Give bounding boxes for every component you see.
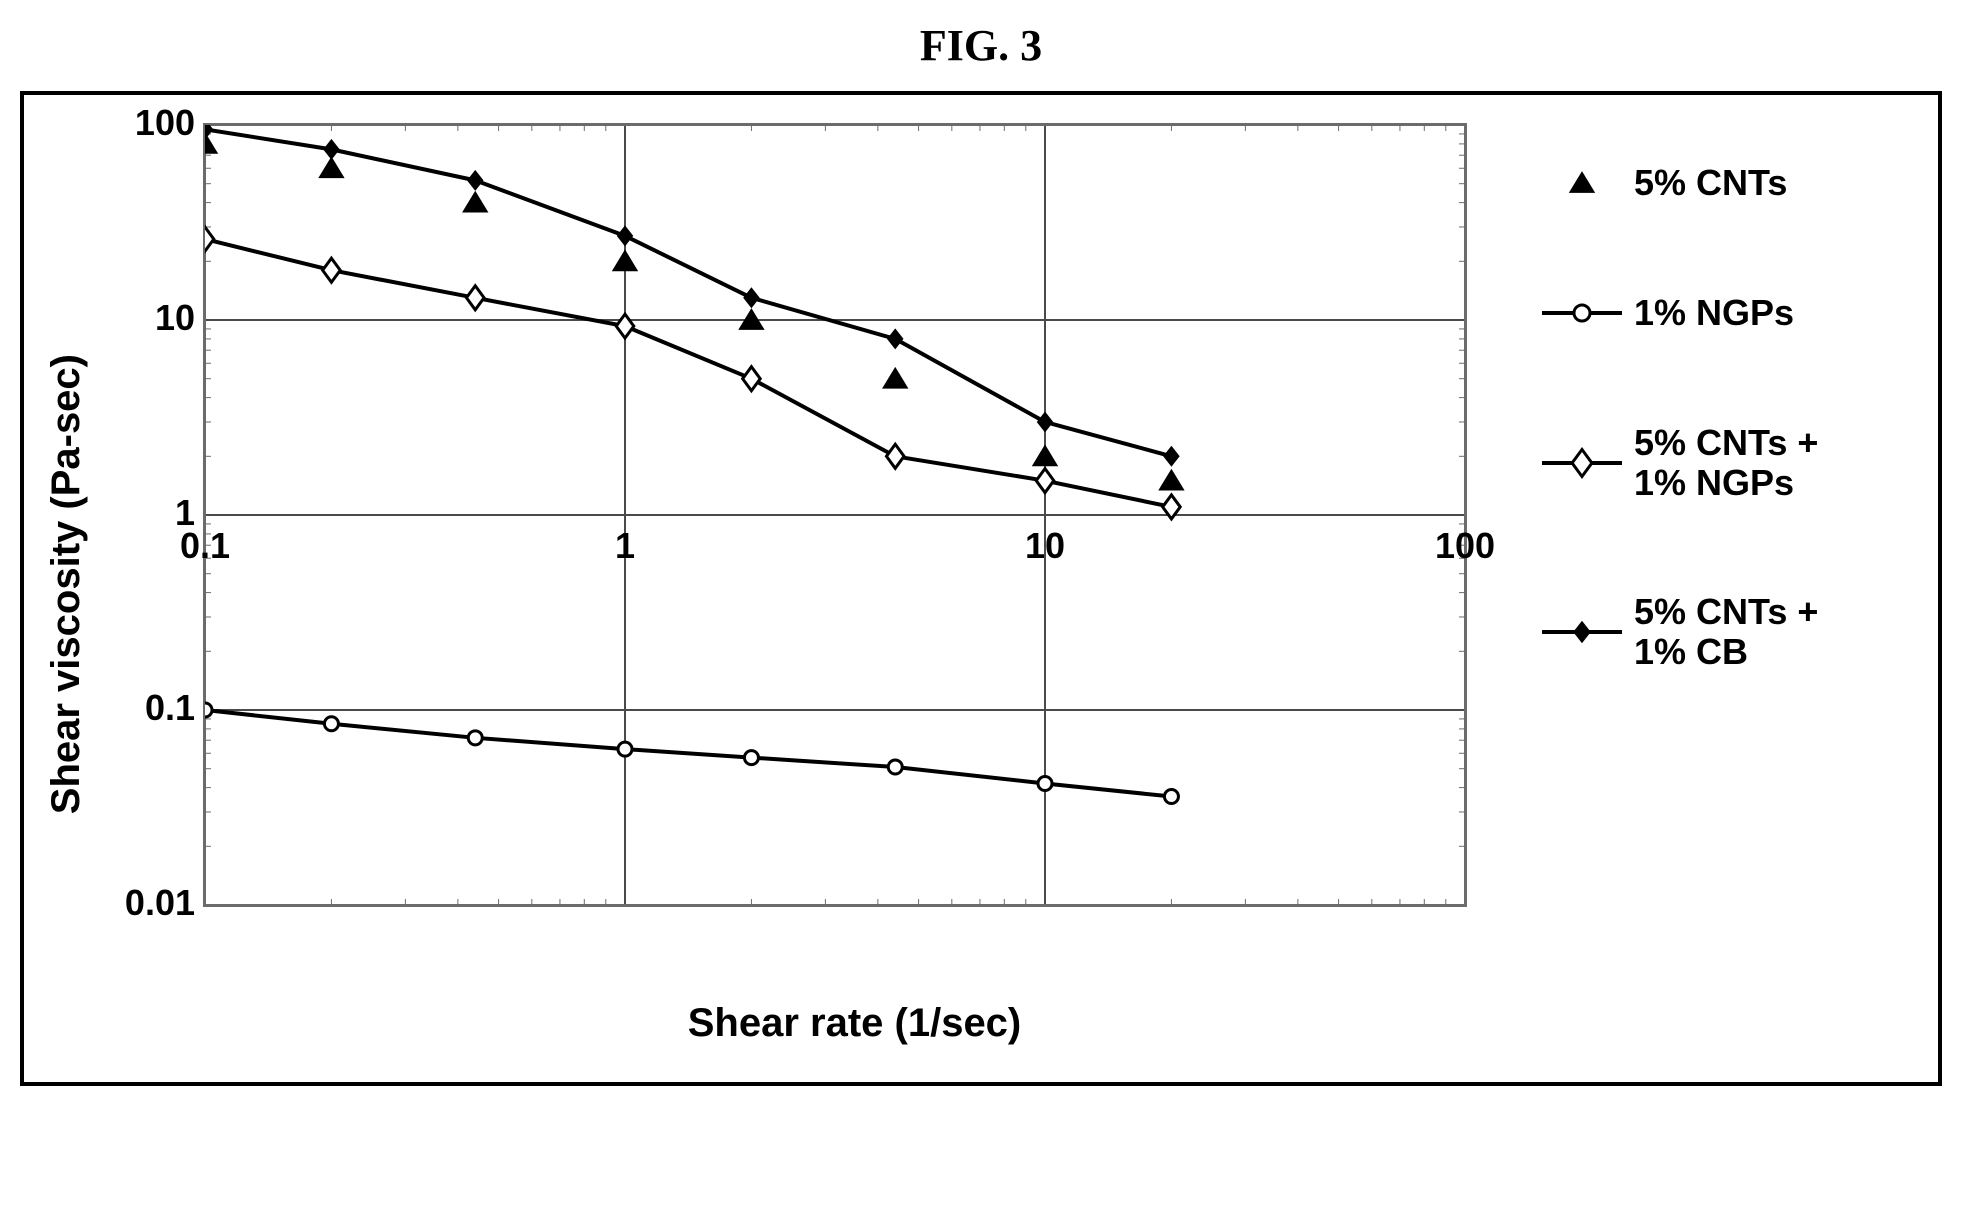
legend-swatch (1542, 612, 1622, 652)
x-axis-label: Shear rate (1/sec) (203, 1001, 1506, 1046)
y-axis-label: Shear viscosity (Pa-sec) (44, 354, 89, 814)
outer-frame: Shear viscosity (Pa-sec) 0.010.1110100 0… (20, 91, 1942, 1086)
legend-label: 1% NGPs (1634, 293, 1794, 333)
plot-column: 0.1110100 Shear rate (1/sec) (203, 123, 1506, 1046)
y-ticks-column: 0.010.1110100 (93, 123, 203, 903)
legend: 5% CNTs 1% NGPs 5% CNTs + 1% NGPs 5% CNTs +… (1506, 123, 1902, 1046)
x-tick-label: 1 (615, 525, 635, 567)
ylabel-column: Shear viscosity (Pa-sec) (44, 123, 93, 1046)
legend-label: 5% CNTs (1634, 163, 1787, 203)
plot-svg (205, 125, 1465, 905)
y-tick-label: 0.01 (125, 882, 195, 924)
plot-area: 0.1110100 (203, 123, 1467, 907)
y-tick-label: 10 (155, 297, 195, 339)
legend-swatch (1542, 443, 1622, 483)
legend-label: 5% CNTs + 1% CB (1634, 592, 1818, 671)
legend-item-cnt5cb1: 5% CNTs + 1% CB (1542, 592, 1902, 671)
legend-label: 5% CNTs + 1% NGPs (1634, 423, 1818, 502)
legend-item-cnt5ngp1: 5% CNTs + 1% NGPs (1542, 423, 1902, 502)
x-tick-label: 100 (1435, 525, 1495, 567)
chart-row: Shear viscosity (Pa-sec) 0.010.1110100 0… (44, 123, 1902, 1046)
x-tick-label: 10 (1025, 525, 1065, 567)
legend-swatch (1542, 163, 1622, 203)
figure-container: FIG. 3 Shear viscosity (Pa-sec) 0.010.11… (20, 20, 1942, 1086)
legend-item-cnt5: 5% CNTs (1542, 163, 1902, 203)
figure-title: FIG. 3 (20, 20, 1942, 71)
legend-swatch (1542, 293, 1622, 333)
x-tick-label: 0.1 (180, 525, 230, 567)
y-tick-label: 100 (135, 102, 195, 144)
legend-item-ngp1: 1% NGPs (1542, 293, 1902, 333)
y-tick-label: 0.1 (145, 687, 195, 729)
